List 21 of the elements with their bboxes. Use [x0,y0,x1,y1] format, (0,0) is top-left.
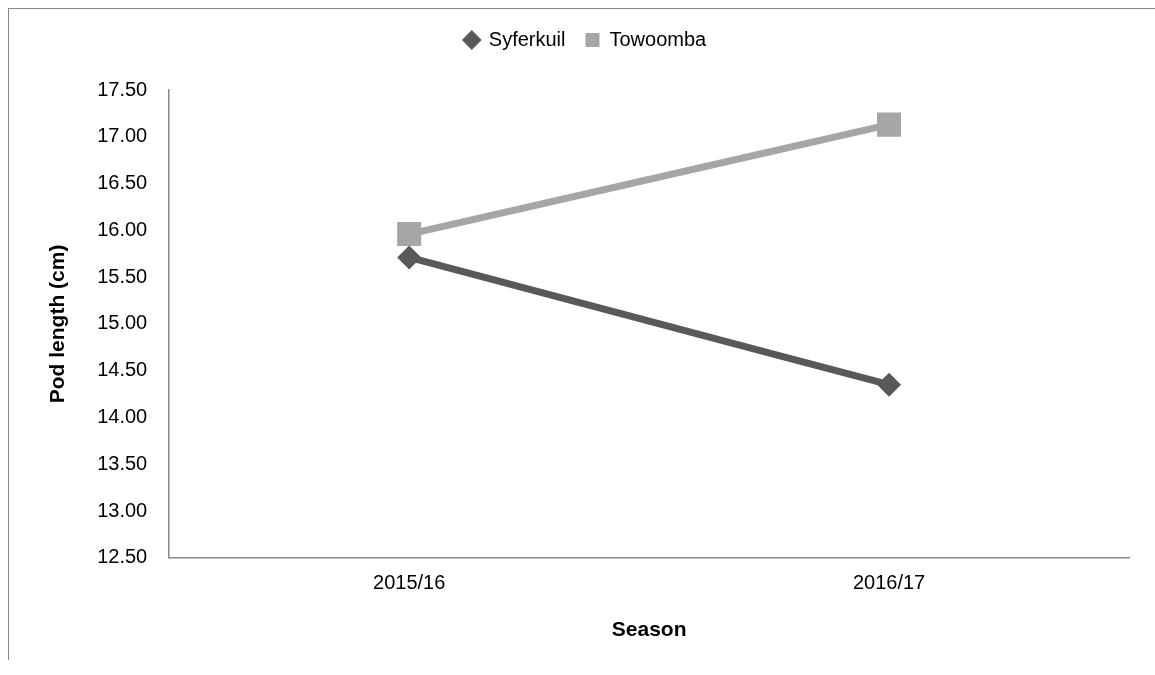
y-tick-label: 15.50 [97,264,148,287]
y-tick-label: 13.50 [97,451,148,474]
y-axis-title: Pod length (cm) [45,244,69,404]
y-tick-label: 17.50 [97,77,148,100]
y-tick-label: 14.50 [97,358,148,381]
legend-label: Towoomba [609,27,708,50]
y-tick-label: 17.00 [97,124,148,147]
y-tick-label: 16.50 [97,171,148,194]
y-tick-label: 16.00 [97,217,148,240]
x-tick-label: 2015/16 [373,571,446,594]
legend-label: Syferkuil [488,27,566,50]
y-tick-label: 14.00 [97,404,148,427]
y-tick-label: 12.50 [97,545,148,568]
point [877,112,902,137]
point [397,245,422,270]
point [397,222,422,247]
x-axis-title: Season [611,617,687,641]
y-tick-label: 13.00 [97,498,148,521]
x-tick-label: 2016/17 [852,571,926,594]
point [877,372,902,397]
y-tick-label: 15.00 [97,311,148,334]
